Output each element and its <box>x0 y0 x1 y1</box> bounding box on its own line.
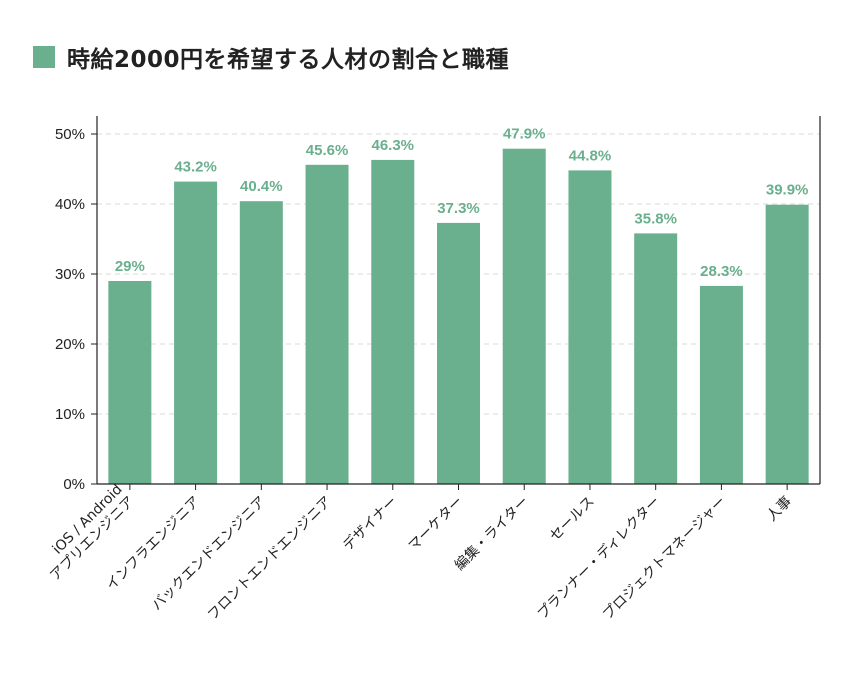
bar <box>174 181 218 484</box>
x-category-label: バックエンドエンジニア <box>149 494 269 614</box>
title-legend-swatch <box>33 46 55 68</box>
bar <box>634 233 678 484</box>
x-category-label-line: マーケター <box>406 494 467 555</box>
y-tick-label: 30% <box>55 266 85 283</box>
chart-title: 時給2000円を希望する人材の割合と職種 <box>33 40 509 74</box>
data-label: 43.2% <box>174 159 217 176</box>
x-category-label: フロントエンドエンジニア <box>205 494 335 624</box>
bar <box>437 222 480 484</box>
data-label: 39.9% <box>766 182 809 199</box>
bar <box>239 201 283 484</box>
data-label: 47.9% <box>503 126 546 143</box>
x-category-label: 人事 <box>764 494 795 525</box>
data-label: 46.3% <box>371 137 414 154</box>
y-tick-label: 0% <box>63 476 85 493</box>
y-tick-label: 10% <box>55 406 85 423</box>
data-label: 44.8% <box>569 147 612 164</box>
data-label: 37.3% <box>437 200 480 217</box>
x-category-label-line: セールス <box>547 494 598 545</box>
bar <box>371 159 415 484</box>
x-category-label: マーケター <box>406 494 467 555</box>
bar <box>765 204 809 484</box>
x-category-label: デザイナー <box>339 493 400 554</box>
x-category-label: セールス <box>547 494 598 545</box>
x-category-label-line: デザイナー <box>339 493 400 554</box>
x-category-label-line: フロントエンドエンジニア <box>205 494 335 624</box>
bar <box>305 164 349 485</box>
bar <box>568 170 612 484</box>
data-label: 35.8% <box>634 210 677 227</box>
y-tick-label: 50% <box>55 126 85 143</box>
data-label: 45.6% <box>306 142 349 159</box>
data-label: 40.4% <box>240 178 283 195</box>
x-category-label-line: バックエンドエンジニア <box>149 494 269 614</box>
x-category-label-line: 人事 <box>764 494 795 525</box>
bar <box>502 148 546 484</box>
y-tick-label: 20% <box>55 336 85 353</box>
x-category-label: プランナー・ディレクター <box>534 493 664 623</box>
chart-title-text: 時給2000円を希望する人材の割合と職種 <box>67 47 510 73</box>
bar <box>699 285 743 484</box>
x-category-label: プロジェクトマネージャー <box>600 494 729 623</box>
y-tick-label: 40% <box>55 196 85 213</box>
bar <box>108 281 152 484</box>
data-label: 28.3% <box>700 263 743 280</box>
data-label: 29% <box>115 258 145 275</box>
x-category-label-line: プロジェクトマネージャー <box>600 494 729 623</box>
x-category-label-line: プランナー・ディレクター <box>534 493 664 623</box>
